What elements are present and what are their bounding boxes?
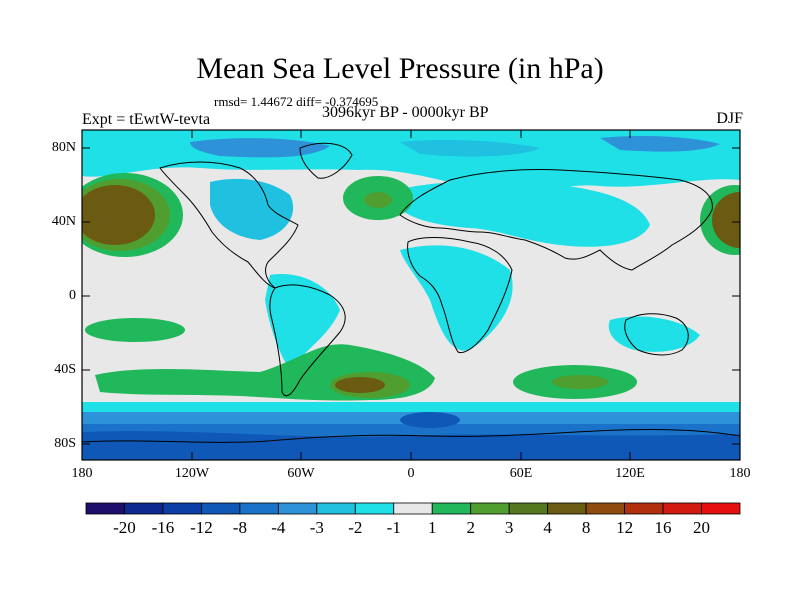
colorbar-label: -4 — [271, 518, 286, 537]
colorbar-label: -16 — [151, 518, 175, 537]
colorbar-swatch — [624, 502, 664, 515]
colorbar-swatch — [354, 502, 395, 515]
lon-label-120e: 120E — [615, 466, 645, 481]
colorbar-label: 1 — [427, 518, 437, 537]
colorbar-swatch — [277, 502, 318, 515]
colorbar-label: -2 — [348, 518, 363, 537]
colorbar-label: -3 — [309, 518, 324, 537]
colorbar-label: -1 — [386, 518, 401, 537]
lon-label-180-right: 180 — [729, 466, 751, 481]
colorbar-swatch — [124, 502, 164, 515]
colorbar-swatch — [162, 502, 202, 515]
colorbar-swatch — [662, 502, 702, 515]
colorbar-label: -20 — [113, 518, 136, 537]
colorbar-label: -12 — [190, 518, 213, 537]
colorbar-label: 20 — [693, 518, 711, 537]
colorbar-swatch — [85, 502, 125, 515]
colorbar-swatch — [585, 502, 625, 515]
pressure-field — [82, 130, 740, 460]
colorbar-label: 12 — [616, 518, 634, 537]
axis-ticks — [81, 130, 741, 460]
experiment-label: Expt = tEwtW-tevta — [82, 111, 211, 128]
lon-label-0: 0 — [407, 466, 415, 481]
colorbar-label: 4 — [543, 518, 552, 537]
season-label: DJF — [716, 110, 743, 127]
colorbar-swatch — [701, 502, 741, 515]
lon-label-120w: 120W — [174, 466, 210, 481]
colorbar-label: 2 — [466, 518, 475, 537]
colorbar-label: -8 — [232, 518, 247, 537]
colorbar-swatch — [470, 502, 510, 515]
lat-label-80s: 80S — [54, 436, 76, 451]
colorbar-swatch — [239, 502, 279, 515]
lon-label-180-left: 180 — [71, 466, 93, 481]
lat-label-0: 0 — [69, 288, 76, 303]
coastlines — [82, 142, 740, 443]
colorbar-swatch — [316, 502, 356, 515]
colorbar-swatch — [508, 502, 549, 515]
stats-label: rmsd= 1.44672 diff= -0.374695 — [214, 94, 379, 109]
lat-label-40n: 40N — [51, 214, 76, 229]
lon-label-60e: 60E — [509, 466, 533, 481]
colorbar-swatch — [393, 502, 433, 515]
lon-label-60w: 60W — [287, 466, 315, 481]
colorbar-swatch — [547, 502, 587, 515]
colorbar-label: 16 — [654, 518, 672, 537]
colorbar-swatch — [431, 502, 472, 515]
lat-label-40s: 40S — [54, 362, 76, 377]
lat-label-80n: 80N — [51, 140, 76, 155]
colorbar-label: 3 — [504, 518, 514, 537]
colorbar-swatch — [201, 502, 241, 515]
chart-title: Mean Sea Level Pressure (in hPa) — [196, 52, 604, 85]
period-label: 3096kyr BP - 0000kyr BP — [322, 104, 489, 121]
colorbar-label: 8 — [581, 518, 591, 537]
colorbar — [85, 502, 741, 515]
